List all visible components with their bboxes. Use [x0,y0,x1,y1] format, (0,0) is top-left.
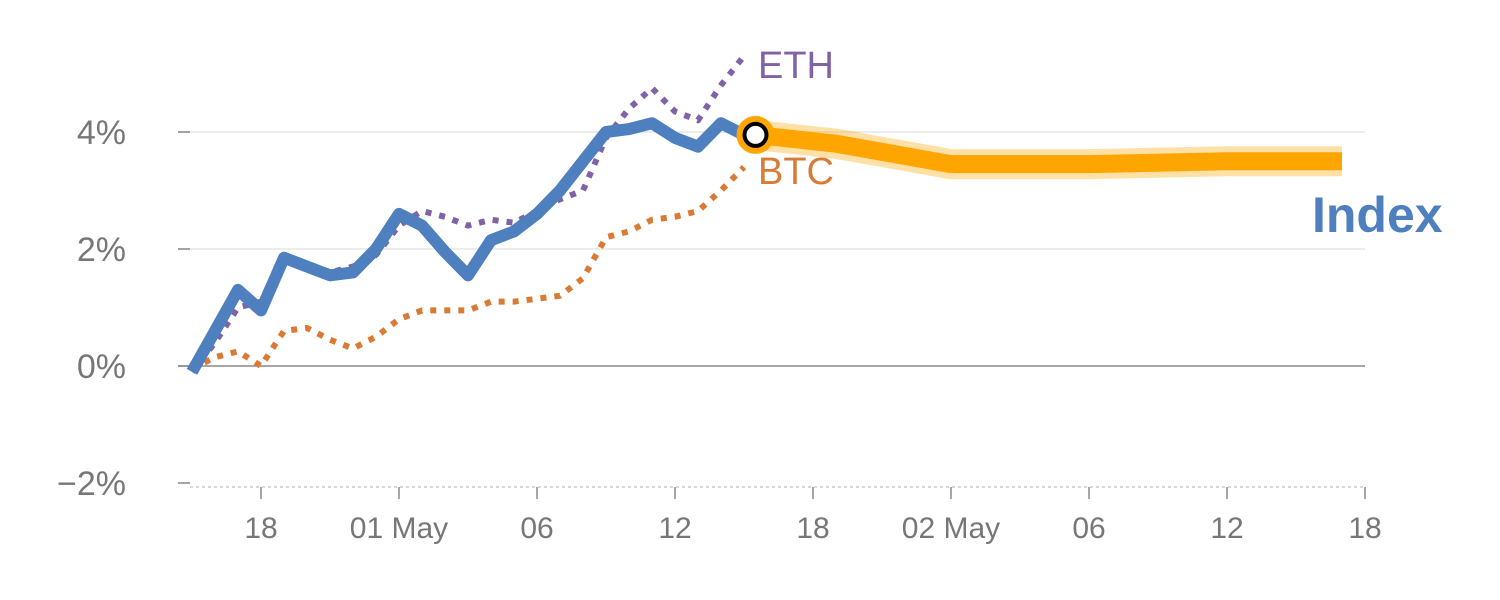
forecast-series-line [754,125,1342,174]
x-tick-label: 02 May [902,512,1000,545]
y-tick-label: 0% [77,348,126,386]
eth-series-line [189,54,747,374]
series-lines [186,54,1342,375]
x-tick-label: 06 [1072,512,1105,545]
btc-series-label: BTC [758,151,834,193]
current-value-marker [742,121,769,148]
x-axis: 18 01 May 06 12 18 02 May 06 12 18 [244,487,1382,545]
index-series-line [186,117,747,375]
eth-series-label: ETH [758,45,834,87]
x-tick-label: 18 [796,512,829,545]
y-axis: 4% 2% 0% −2% [57,114,190,503]
x-tick-label: 06 [520,512,553,545]
x-tick-label: 01 May [350,512,448,545]
x-tick-label: 18 [1348,512,1381,545]
x-tick-label: 12 [658,512,691,545]
y-tick-label: −2% [57,465,126,503]
series-labels: ETH BTC Index [758,45,1443,243]
index-series-label: Index [1312,187,1443,243]
y-tick-label: 2% [77,231,126,269]
y-tick-label: 4% [77,114,126,152]
x-tick-label: 12 [1210,512,1243,545]
x-tick-label: 18 [244,512,277,545]
btc-series-line [190,164,747,372]
